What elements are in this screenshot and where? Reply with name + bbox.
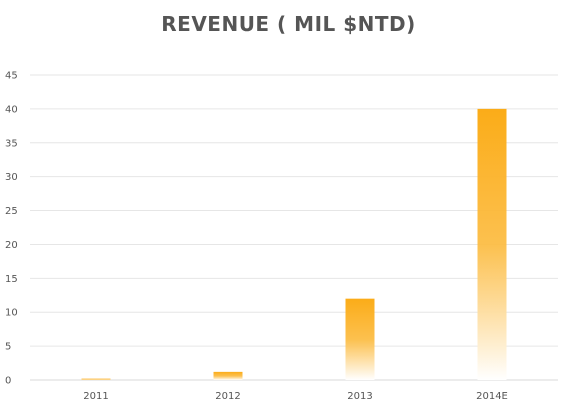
x-tick-label: 2013: [347, 391, 372, 402]
x-tick-label: 2011: [83, 391, 108, 402]
y-tick-label: 20: [5, 240, 18, 251]
y-tick-label: 0: [5, 376, 11, 387]
bar-2012: [213, 371, 243, 380]
y-tick-label: 40: [5, 104, 18, 115]
y-tick-label: 25: [5, 206, 18, 217]
x-axis-ticks: 2011 2012 2013 2014E: [83, 391, 508, 402]
bar-2013: [345, 298, 375, 380]
bar-2014e: [477, 108, 507, 380]
chart-title: REVENUE ( MIL $NTD): [161, 12, 416, 36]
gridlines: [30, 74, 558, 381]
y-tick-label: 45: [5, 71, 18, 82]
bar-2011: [81, 378, 111, 380]
x-tick-label: 2014E: [476, 391, 508, 402]
y-tick-label: 10: [5, 308, 18, 319]
bars: [81, 108, 507, 380]
y-tick-label: 35: [5, 138, 18, 149]
y-tick-label: 15: [5, 274, 18, 285]
y-tick-label: 5: [5, 342, 11, 353]
y-axis-ticks: 0 5 10 15 20 25 30 35 40 45: [5, 71, 18, 387]
y-tick-label: 30: [5, 172, 18, 183]
x-tick-label: 2012: [215, 391, 240, 402]
